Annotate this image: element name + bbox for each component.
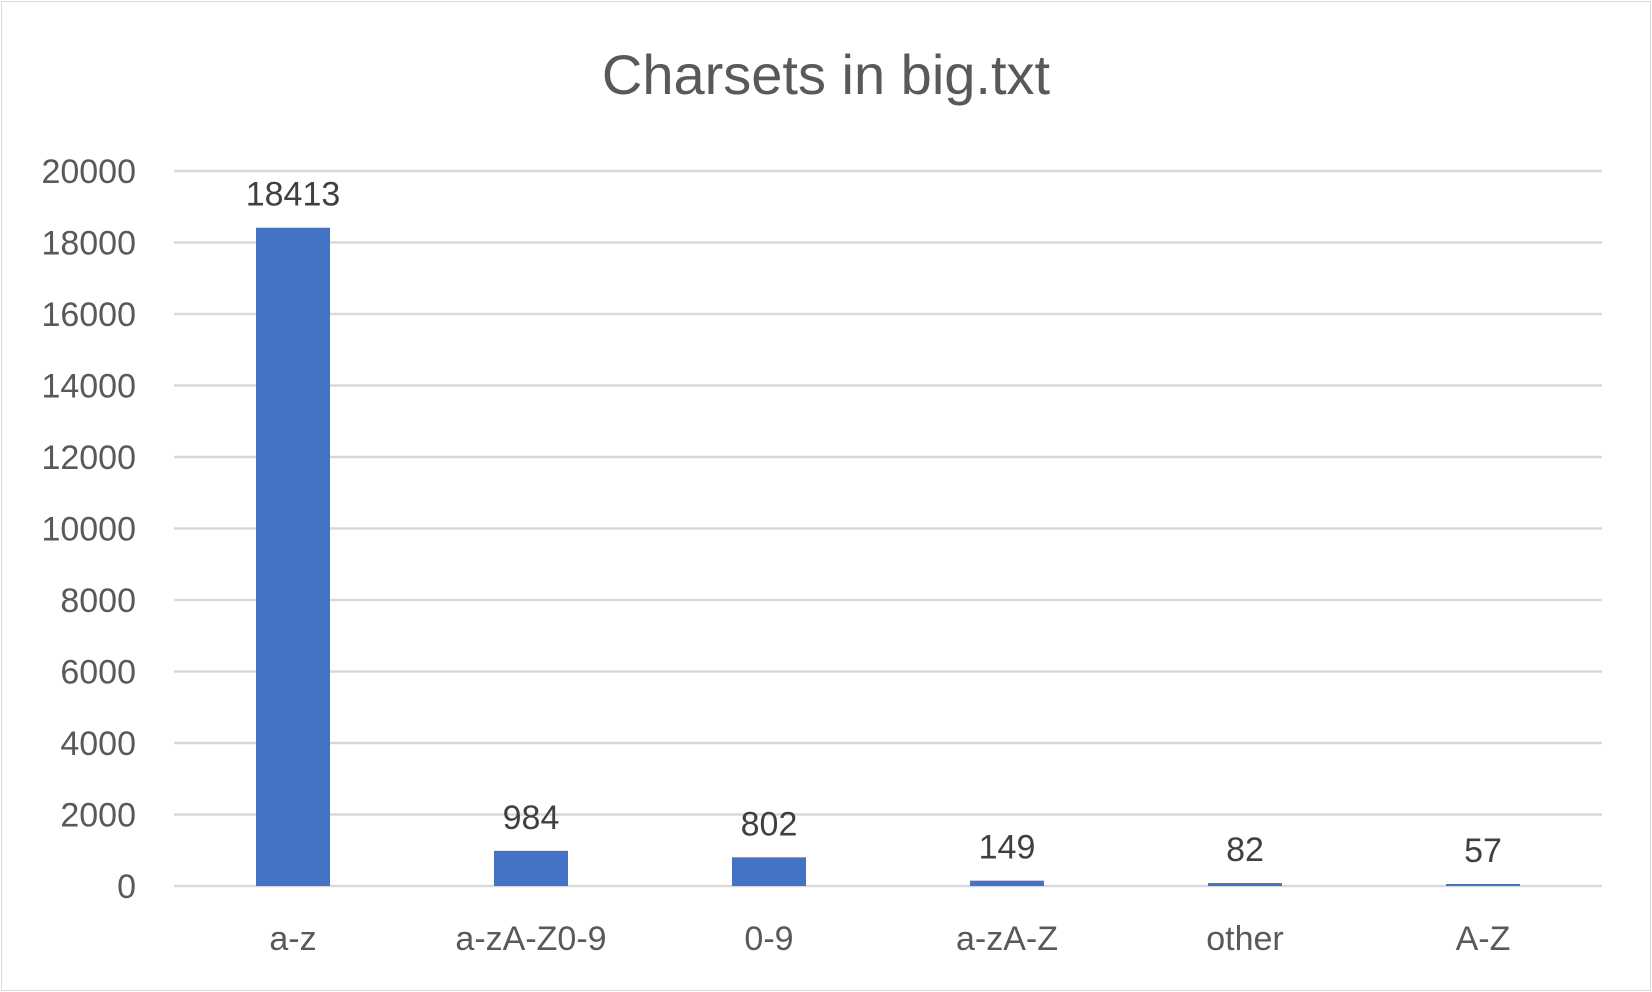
category-label: A-Z — [1456, 920, 1511, 958]
gridlines — [174, 169, 1602, 888]
bar-A-Z — [1446, 883, 1520, 886]
data-labels: 18413 984 802 149 82 57 — [246, 176, 1502, 870]
y-tick-label: 20000 — [41, 153, 136, 191]
bar-a-zA-Z — [970, 880, 1044, 886]
category-label: other — [1206, 920, 1284, 958]
bar-0-9 — [732, 857, 806, 886]
data-label: 18413 — [246, 176, 341, 214]
y-tick-label: 0 — [117, 868, 136, 906]
category-label: a-zA-Z — [956, 920, 1058, 958]
category-labels: a-z a-zA-Z0-9 0-9 a-zA-Z other A-Z — [269, 920, 1510, 958]
data-label: 149 — [979, 829, 1036, 867]
category-label: 0-9 — [744, 920, 793, 958]
data-label: 802 — [741, 805, 798, 843]
y-tick-label: 16000 — [41, 296, 136, 334]
bar-a-z — [256, 227, 330, 887]
category-label: a-z — [269, 920, 316, 958]
y-tick-label: 6000 — [60, 654, 136, 692]
data-label: 82 — [1226, 831, 1264, 869]
y-axis-ticks: 0 2000 4000 6000 8000 10000 12000 14000 16000 180… — [41, 153, 136, 906]
bars — [256, 227, 1520, 887]
y-tick-label: 14000 — [41, 368, 136, 406]
data-label: 984 — [503, 799, 560, 837]
y-tick-label: 18000 — [41, 225, 136, 263]
category-label: a-zA-Z0-9 — [455, 920, 606, 958]
bar-other — [1208, 883, 1282, 886]
data-label: 57 — [1464, 832, 1502, 870]
y-tick-label: 12000 — [41, 439, 136, 477]
chart-title: Charsets in big.txt — [601, 43, 1051, 106]
bar-a-zA-Z0-9 — [494, 850, 568, 886]
y-tick-label: 8000 — [60, 582, 136, 620]
y-tick-label: 4000 — [60, 725, 136, 763]
y-tick-label: 10000 — [41, 511, 136, 549]
y-tick-label: 2000 — [60, 797, 136, 835]
